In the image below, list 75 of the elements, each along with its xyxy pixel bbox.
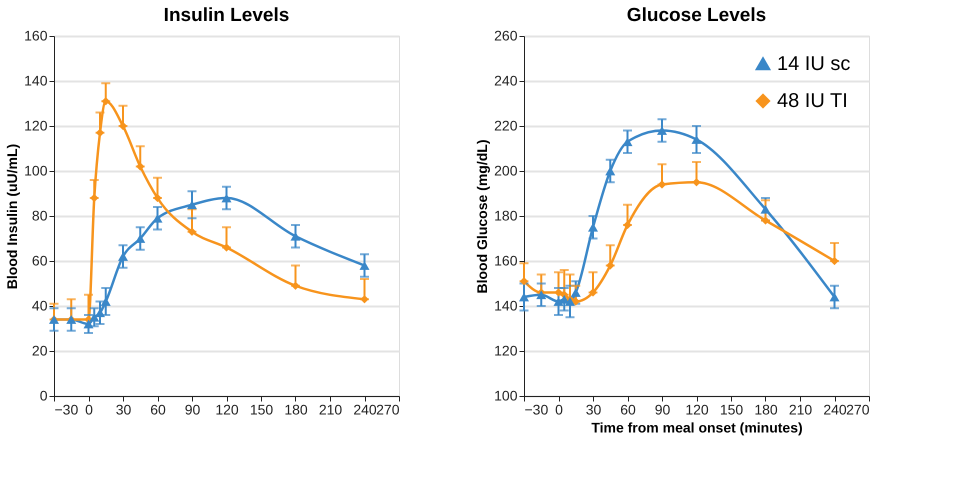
point [554, 288, 563, 297]
x-tick-label: 60 [150, 402, 166, 418]
y-tick-label: 60 [32, 252, 48, 268]
y-tick-label: 180 [494, 208, 518, 224]
x-tick-label: 120 [215, 402, 239, 418]
point [291, 282, 300, 290]
y-tick-label: 140 [494, 298, 518, 314]
point [360, 295, 369, 304]
point [605, 166, 616, 176]
x-tick-label: 0 [85, 402, 94, 418]
x-tick-label: 240 [353, 402, 377, 418]
point [692, 178, 701, 186]
x-tick-label: 150 [250, 402, 274, 418]
x-tick-label: 0 [555, 402, 564, 418]
x-tick-label: 150 [720, 402, 744, 418]
point [84, 320, 94, 328]
y-tick-label: 260 [494, 28, 518, 44]
x-tick-label: 210 [318, 402, 342, 418]
chart-title: Insulin Levels [164, 5, 290, 26]
y-tick-label: 100 [494, 388, 518, 404]
point [623, 220, 632, 230]
point [90, 194, 98, 202]
point [96, 128, 104, 137]
point [588, 288, 598, 297]
y-tick-label: 0 [40, 388, 48, 404]
point [761, 216, 770, 225]
y-tick-label: 240 [494, 72, 518, 88]
x-tick-label: 120 [685, 402, 709, 418]
legend-label: 14 IU sc [777, 53, 850, 75]
x-tick-label: 210 [788, 402, 812, 418]
x-tick-label: −30 [54, 402, 78, 418]
point [606, 261, 614, 270]
point [153, 194, 162, 202]
y-tick-label: 40 [32, 298, 48, 314]
y-tick-label: 120 [24, 118, 48, 134]
y-tick-label: 160 [494, 252, 518, 268]
point [658, 180, 666, 189]
point [570, 288, 581, 297]
x-tick-label: 30 [116, 402, 132, 418]
y-tick-label: 140 [24, 72, 48, 88]
y-axis-title: Blood Glucose (mg/dL) [474, 140, 490, 294]
y-tick-label: 220 [494, 118, 518, 134]
x-tick-label: −30 [524, 402, 548, 418]
y-tick-label: 160 [24, 28, 48, 44]
y-tick-label: 200 [494, 162, 518, 178]
x-tick-label: 240 [823, 402, 847, 418]
x-tick-label: 180 [754, 402, 778, 418]
point [100, 297, 111, 306]
point [536, 290, 546, 300]
x-tick-label: 90 [654, 402, 670, 418]
legend-label: 48 IU TI [777, 90, 848, 112]
point [760, 204, 770, 214]
y-tick-label: 100 [24, 162, 48, 178]
x-tick-label: 30 [586, 402, 602, 418]
point [135, 234, 146, 243]
point [188, 228, 196, 236]
y-axis-title: Blood Insulin (uU/mL) [4, 144, 20, 290]
y-tick-label: 20 [32, 342, 48, 358]
x-tick-label: 180 [284, 402, 308, 418]
point [565, 297, 575, 306]
point [222, 243, 231, 252]
point [830, 256, 839, 266]
x-tick-label: 60 [620, 402, 636, 418]
x-tick-label: 270 [376, 402, 400, 418]
y-tick-label: 120 [494, 342, 518, 358]
chart-title: Glucose Levels [626, 5, 766, 26]
point [520, 277, 528, 286]
point [89, 312, 100, 322]
x-tick-label: 90 [184, 402, 200, 418]
point [102, 97, 110, 106]
x-axis-title: Time from meal onset (minutes) [591, 420, 803, 436]
point [136, 162, 144, 171]
point [118, 122, 128, 130]
y-tick-label: 80 [32, 208, 48, 224]
x-tick-label: 270 [846, 402, 870, 418]
